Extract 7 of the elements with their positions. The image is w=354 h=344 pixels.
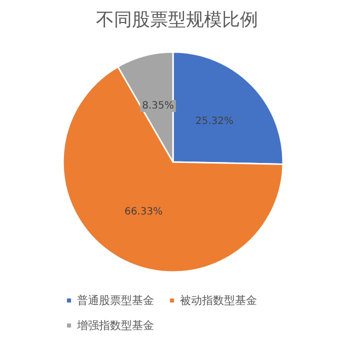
data-label: 8.35% (142, 100, 174, 112)
legend-label: 被动指数型基金 (180, 294, 257, 307)
data-label: 25.32% (195, 116, 234, 127)
chart-title: 不同股票型规模比例 (96, 10, 258, 30)
legend-label: 增强指数型基金 (76, 319, 154, 332)
legend-label: 普通股票型基金 (77, 294, 154, 307)
data-label: 66.33% (124, 206, 163, 218)
